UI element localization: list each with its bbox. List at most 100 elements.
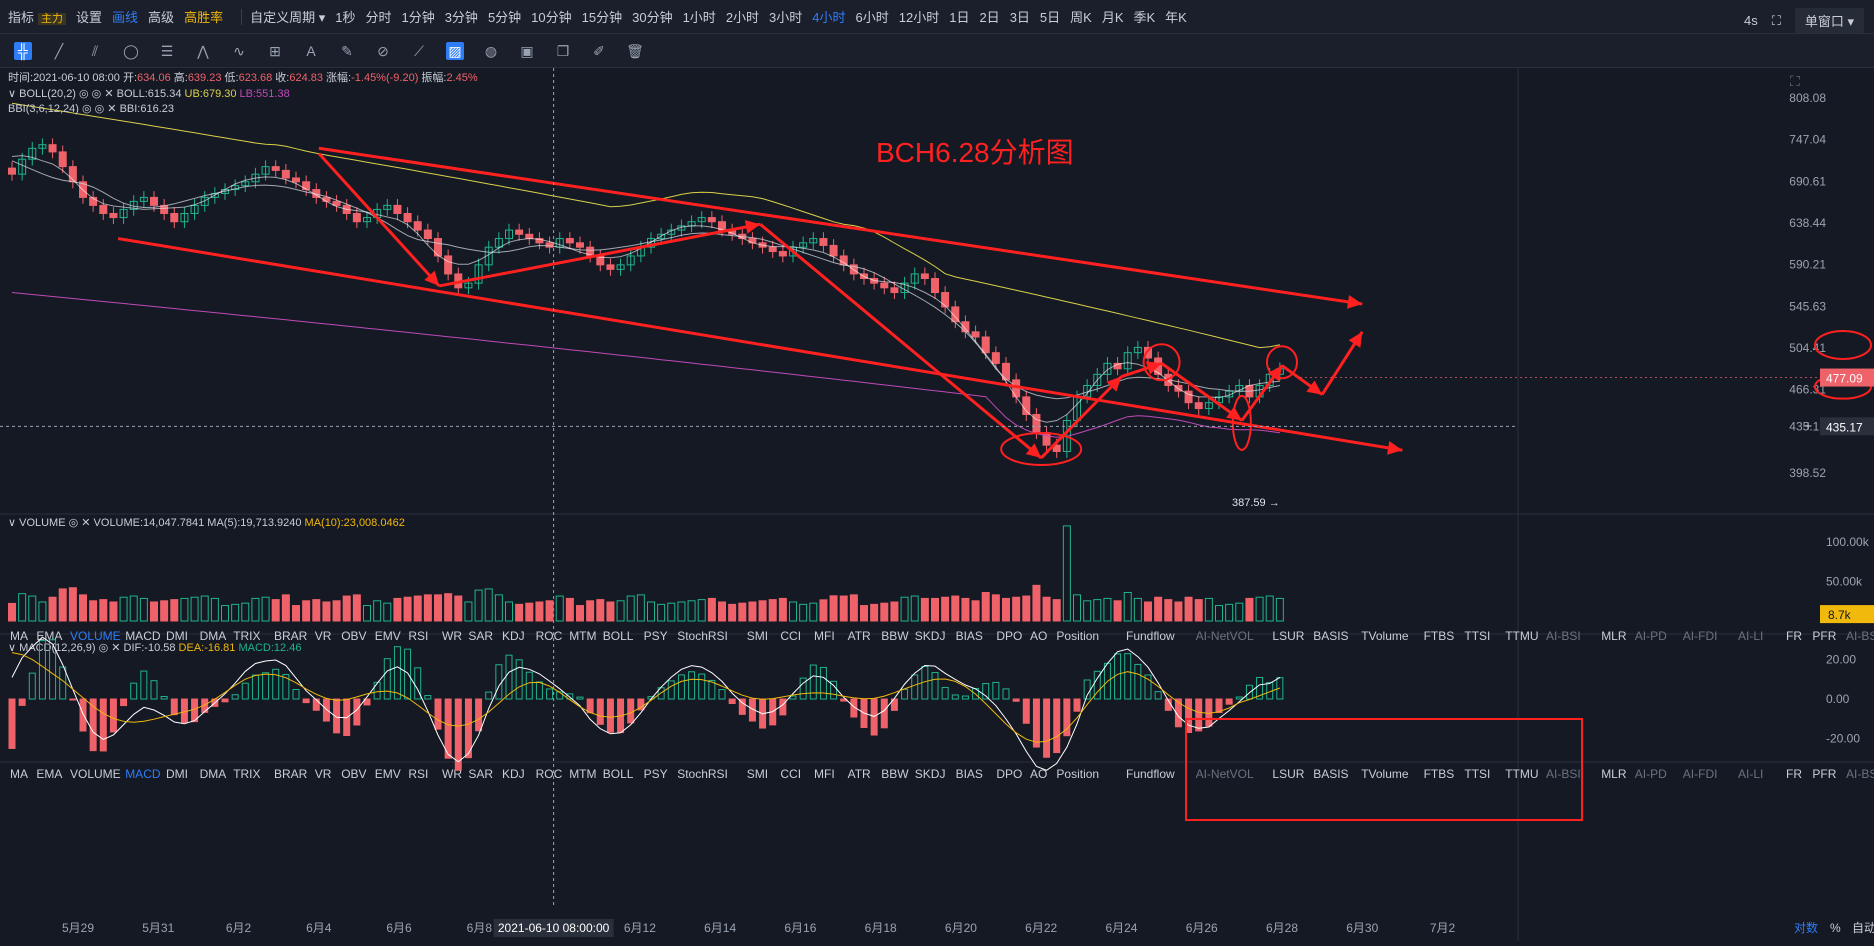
indicator-tab[interactable]: OBV <box>341 629 366 643</box>
magnet-icon[interactable]: ⊘ <box>377 42 389 59</box>
indicator-tab[interactable]: EMV <box>375 629 401 643</box>
toolbar-item[interactable]: 4小时 <box>812 10 846 25</box>
toolbar-item[interactable]: 指标 主力 <box>8 7 67 26</box>
indicator-tab[interactable]: Position <box>1056 767 1099 781</box>
indicator-tab[interactable]: SKDJ <box>915 767 946 781</box>
toolbar-item[interactable]: 1小时 <box>682 10 716 25</box>
trash-icon[interactable]: 🗑 <box>626 42 644 59</box>
indicator-tab[interactable]: DPO <box>996 767 1022 781</box>
indicator-tab[interactable]: OBV <box>341 767 366 781</box>
indicator-tab[interactable]: AO <box>1030 629 1047 643</box>
indicator-tab[interactable]: SAR <box>468 767 493 781</box>
chart-area[interactable]: 808.08 747.04 690.61 638.44 590.21 545.63 504.… <box>0 68 1874 941</box>
indicator-tab[interactable]: BOLL <box>603 767 634 781</box>
axis-mode-toggle[interactable]: 自动 <box>1852 921 1874 935</box>
ruler-icon[interactable]: ⟋ <box>414 42 424 59</box>
toolbar-item[interactable]: 15分钟 <box>581 10 623 25</box>
trendline-tool-icon[interactable]: ╱ <box>54 42 64 59</box>
chart-canvas[interactable]: 808.08747.04690.61638.44590.21545.63504.… <box>0 68 1874 941</box>
indicator-tab[interactable]: MACD <box>125 629 161 643</box>
toolbar-item[interactable]: 1日 <box>949 10 970 25</box>
indicator-tab[interactable]: LSUR <box>1272 767 1304 781</box>
indicator-tab[interactable]: TRIX <box>233 629 260 643</box>
indicator-tab[interactable]: MFI <box>814 767 835 781</box>
edit-icon[interactable]: ✐ <box>593 42 605 59</box>
toolbar-item[interactable]: 月K <box>1101 10 1124 25</box>
indicator-tab[interactable]: MTM <box>569 767 596 781</box>
indicator-tab[interactable]: StochRSI <box>677 767 728 781</box>
indicator-tab[interactable]: LSUR <box>1272 629 1304 643</box>
indicator-tab[interactable]: AI-PD <box>1635 629 1667 643</box>
indicator-tab[interactable]: EMV <box>375 767 401 781</box>
text-tool-icon[interactable]: A <box>306 42 316 59</box>
indicator-tab[interactable]: BASIS <box>1313 629 1348 643</box>
indicator-tab[interactable]: DMA <box>200 629 227 643</box>
indicator-tab[interactable]: RSI <box>408 629 428 643</box>
toolbar-item[interactable]: 2小时 <box>725 10 760 25</box>
indicator-tab[interactable]: VOLUME <box>70 767 121 781</box>
toolbar-item[interactable]: 年K <box>1165 10 1187 25</box>
indicator-tab[interactable]: TTSI <box>1464 629 1490 643</box>
indicator-tab[interactable]: AI-FDI <box>1683 629 1718 643</box>
indicator-tab[interactable]: BRAR <box>274 767 308 781</box>
toolbar-item[interactable]: 自定义周期 ▾ <box>250 10 326 25</box>
indicator-tab[interactable]: DMI <box>166 629 188 643</box>
indicator-tab[interactable]: EMA <box>36 767 62 781</box>
indicator-tab[interactable]: PSY <box>644 767 668 781</box>
indicator-tab[interactable]: BRAR <box>274 629 308 643</box>
indicator-tab[interactable]: TTSI <box>1464 767 1490 781</box>
indicator-tab[interactable]: MA <box>10 629 28 643</box>
indicator-tab[interactable]: FR <box>1786 629 1802 643</box>
indicator-tab[interactable]: Fundflow <box>1126 767 1175 781</box>
indicator-tab[interactable]: MA <box>10 767 28 781</box>
toolbar-item[interactable]: 季K <box>1133 10 1156 25</box>
indicator-tab[interactable]: TRIX <box>233 767 260 781</box>
axis-mode-toggle[interactable]: % <box>1830 921 1841 935</box>
visibility-icon[interactable]: ◍ <box>484 42 498 59</box>
indicator-tab[interactable]: MFI <box>814 629 835 643</box>
indicator-tab[interactable]: Fundflow <box>1126 629 1175 643</box>
indicator-tab[interactable]: AI-BSI <box>1546 767 1581 781</box>
indicator-tab[interactable]: ROC <box>536 629 563 643</box>
indicator-tab[interactable]: WR <box>442 629 462 643</box>
indicator-tab[interactable]: BOLL <box>603 629 634 643</box>
indicator-tab[interactable]: CCI <box>780 767 801 781</box>
indicator-tab[interactable]: SMI <box>747 629 768 643</box>
indicator-tab[interactable]: CCI <box>780 629 801 643</box>
axis-mode-toggle[interactable]: 对数 <box>1794 920 1818 935</box>
indicator-tab[interactable]: RSI <box>408 767 428 781</box>
toolbar-item[interactable]: 分时 <box>365 10 392 25</box>
indicator-tab[interactable]: FTBS <box>1424 767 1455 781</box>
measure-tool-icon[interactable]: ⊞ <box>269 42 281 59</box>
indicator-tab[interactable]: AI-LI <box>1738 629 1763 643</box>
pattern-tool-icon[interactable]: ⋀ <box>197 42 209 59</box>
indicator-tab[interactable]: AI-BST <box>1846 767 1874 781</box>
crosshair-tool-icon[interactable]: ╬ <box>14 41 32 60</box>
indicator-tab[interactable]: SKDJ <box>915 629 946 643</box>
toolbar-item[interactable]: 3分钟 <box>444 10 478 25</box>
indicator-tab[interactable]: SMI <box>747 767 768 781</box>
expand-icon[interactable]: ⛶ <box>1790 73 1800 89</box>
toolbar-item[interactable]: 画线 <box>112 10 139 25</box>
wave-tool-icon[interactable]: ∿ <box>233 42 245 59</box>
indicator-tab[interactable]: MLR <box>1601 767 1627 781</box>
parallel-channel-icon[interactable]: ⫽ <box>91 42 99 59</box>
indicator-tab[interactable]: ATR <box>848 767 871 781</box>
toolbar-item[interactable]: 1秒 <box>335 10 356 25</box>
toolbar-item[interactable]: 高胜率 <box>184 10 224 25</box>
indicator-tab[interactable]: AI-NetVOL <box>1196 629 1254 643</box>
ellipse-tool-icon[interactable]: ◯ <box>123 42 139 59</box>
indicator-tab[interactable]: VOLUME <box>70 629 121 643</box>
indicator-tab[interactable]: MLR <box>1601 629 1627 643</box>
indicator-tab[interactable]: VR <box>315 629 332 643</box>
fib-tool-icon[interactable]: ☰ <box>160 42 174 59</box>
indicator-tab[interactable]: BASIS <box>1313 767 1348 781</box>
indicator-tab[interactable]: TVolume <box>1361 629 1409 643</box>
indicator-tab[interactable]: AI-NetVOL <box>1196 767 1254 781</box>
indicator-tab[interactable]: MACD <box>125 767 161 781</box>
toolbar-item[interactable]: 5分钟 <box>487 10 522 25</box>
indicator-tab[interactable]: TVolume <box>1361 767 1409 781</box>
toolbar-item[interactable]: 12小时 <box>898 10 940 25</box>
toolbar-item[interactable]: 1分钟 <box>401 10 435 25</box>
toolbar-item[interactable]: 2日 <box>979 10 1000 25</box>
